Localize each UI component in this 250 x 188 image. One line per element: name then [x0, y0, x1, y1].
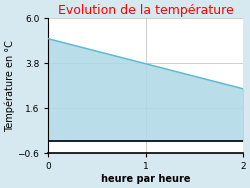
X-axis label: heure par heure: heure par heure — [101, 174, 190, 184]
Y-axis label: Température en °C: Température en °C — [4, 40, 15, 132]
Title: Evolution de la température: Evolution de la température — [58, 4, 234, 17]
